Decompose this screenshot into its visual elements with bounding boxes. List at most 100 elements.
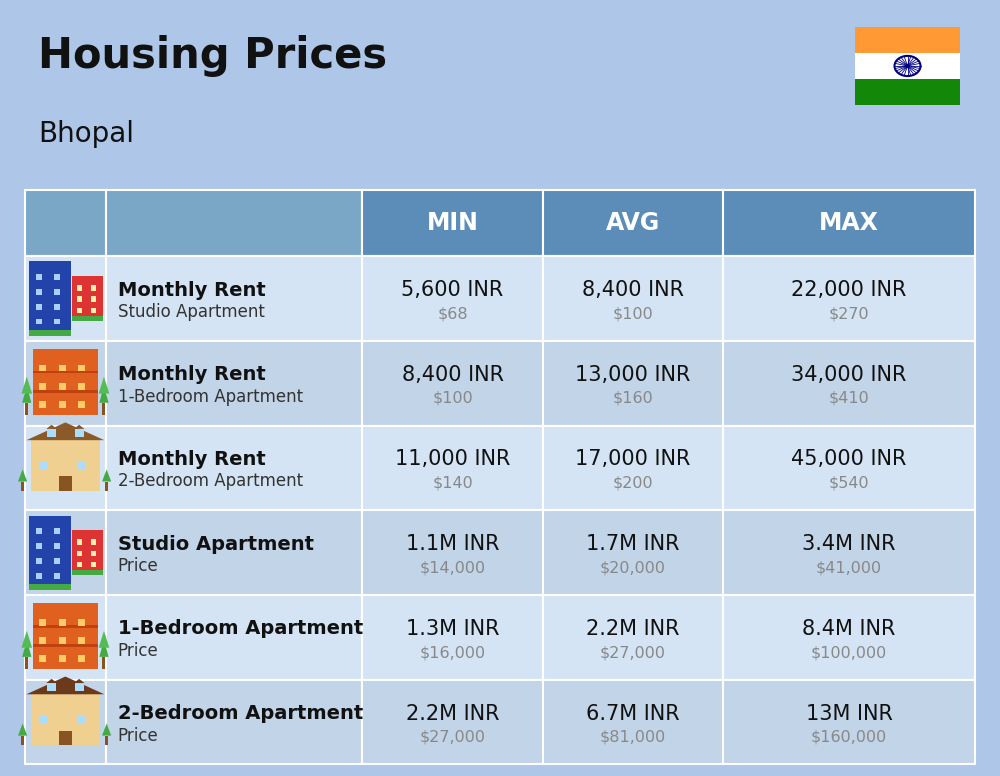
Text: $27,000: $27,000 bbox=[420, 729, 486, 745]
Text: Studio Apartment: Studio Apartment bbox=[118, 303, 265, 321]
Bar bbox=[102, 656, 105, 669]
Bar bbox=[29, 330, 71, 335]
Bar bbox=[31, 440, 100, 490]
Polygon shape bbox=[46, 679, 57, 683]
Bar bbox=[21, 482, 24, 490]
Bar bbox=[105, 736, 108, 745]
Bar bbox=[39, 715, 48, 723]
Text: MIN: MIN bbox=[427, 211, 478, 235]
Bar bbox=[77, 715, 86, 723]
Bar bbox=[54, 543, 60, 549]
Text: $20,000: $20,000 bbox=[600, 560, 666, 575]
Text: $540: $540 bbox=[829, 476, 869, 490]
Bar bbox=[33, 645, 98, 647]
Text: Price: Price bbox=[118, 642, 158, 660]
Polygon shape bbox=[18, 469, 27, 482]
Text: Monthly Rent: Monthly Rent bbox=[118, 365, 266, 384]
Bar bbox=[362, 680, 543, 764]
Bar bbox=[47, 429, 56, 437]
Text: MAX: MAX bbox=[819, 211, 879, 235]
Text: 1.3M INR: 1.3M INR bbox=[406, 618, 499, 639]
Text: $14,000: $14,000 bbox=[419, 560, 486, 575]
Bar bbox=[77, 307, 82, 313]
Bar bbox=[77, 286, 82, 290]
Bar bbox=[25, 511, 106, 595]
Bar bbox=[59, 476, 72, 490]
Text: Monthly Rent: Monthly Rent bbox=[118, 450, 266, 469]
Text: 13M INR: 13M INR bbox=[806, 704, 893, 723]
Bar bbox=[33, 625, 98, 628]
Bar bbox=[59, 383, 66, 390]
Text: $100,000: $100,000 bbox=[811, 645, 887, 660]
Text: $160,000: $160,000 bbox=[811, 729, 887, 745]
Bar bbox=[54, 573, 60, 579]
Text: $140: $140 bbox=[432, 476, 473, 490]
Text: 34,000 INR: 34,000 INR bbox=[791, 365, 907, 385]
Polygon shape bbox=[99, 385, 109, 403]
Bar bbox=[25, 190, 106, 256]
Bar bbox=[59, 401, 66, 408]
Bar bbox=[855, 79, 960, 105]
Bar bbox=[54, 528, 60, 534]
Text: $160: $160 bbox=[613, 391, 653, 406]
Polygon shape bbox=[74, 679, 84, 683]
Text: 3.4M INR: 3.4M INR bbox=[802, 534, 896, 554]
Bar bbox=[91, 539, 96, 545]
Polygon shape bbox=[99, 639, 109, 656]
Bar bbox=[78, 655, 85, 662]
Bar bbox=[54, 304, 60, 310]
Bar bbox=[47, 683, 56, 691]
Text: 1-Bedroom Apartment: 1-Bedroom Apartment bbox=[118, 388, 303, 406]
Bar bbox=[78, 637, 85, 644]
Bar bbox=[36, 573, 42, 579]
Polygon shape bbox=[18, 723, 27, 736]
Text: $270: $270 bbox=[829, 307, 869, 321]
Text: AVG: AVG bbox=[606, 211, 660, 235]
Bar bbox=[77, 562, 82, 566]
Text: $16,000: $16,000 bbox=[419, 645, 486, 660]
Bar bbox=[59, 637, 66, 644]
Bar bbox=[25, 680, 106, 764]
Bar bbox=[723, 425, 975, 511]
Polygon shape bbox=[102, 469, 111, 482]
Bar bbox=[39, 637, 46, 644]
Bar bbox=[91, 307, 96, 313]
Text: $100: $100 bbox=[613, 307, 653, 321]
Text: Bhopal: Bhopal bbox=[38, 120, 134, 148]
Bar bbox=[54, 558, 60, 563]
Bar bbox=[362, 425, 543, 511]
Text: 5,600 INR: 5,600 INR bbox=[401, 280, 504, 300]
Text: 8,400 INR: 8,400 INR bbox=[582, 280, 684, 300]
Text: $81,000: $81,000 bbox=[600, 729, 666, 745]
Bar bbox=[29, 515, 71, 590]
Polygon shape bbox=[99, 376, 109, 393]
Bar bbox=[59, 655, 66, 662]
Bar bbox=[54, 289, 60, 295]
Bar bbox=[77, 550, 82, 556]
Text: 22,000 INR: 22,000 INR bbox=[791, 280, 907, 300]
Bar bbox=[29, 584, 71, 590]
Bar bbox=[21, 736, 24, 745]
Bar bbox=[102, 403, 105, 414]
Bar bbox=[362, 256, 543, 341]
Bar bbox=[543, 680, 723, 764]
Bar bbox=[25, 656, 28, 669]
Text: 45,000 INR: 45,000 INR bbox=[791, 449, 907, 469]
Text: $27,000: $27,000 bbox=[600, 645, 666, 660]
Bar bbox=[362, 190, 543, 256]
Bar bbox=[77, 539, 82, 545]
Text: $41,000: $41,000 bbox=[816, 560, 882, 575]
Bar bbox=[59, 730, 72, 745]
Bar bbox=[72, 276, 103, 320]
Bar bbox=[54, 319, 60, 324]
Bar bbox=[91, 562, 96, 566]
Bar bbox=[106, 190, 362, 256]
Bar bbox=[25, 341, 106, 425]
Bar bbox=[25, 256, 106, 341]
Bar bbox=[723, 680, 975, 764]
Text: 8,400 INR: 8,400 INR bbox=[402, 365, 504, 385]
Polygon shape bbox=[46, 424, 57, 429]
Text: 8.4M INR: 8.4M INR bbox=[802, 618, 896, 639]
Bar bbox=[72, 530, 103, 575]
Bar bbox=[39, 401, 46, 408]
